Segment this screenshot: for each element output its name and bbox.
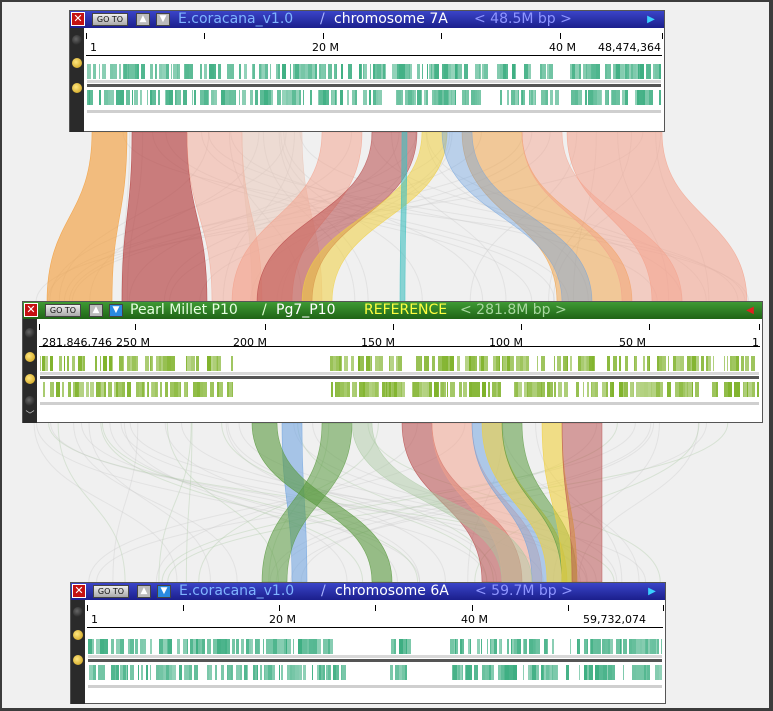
left-triangle-icon[interactable]: ◀: [746, 305, 754, 316]
ruler-label: 20 M: [269, 613, 296, 626]
move-down-icon[interactable]: ▼: [156, 13, 170, 26]
gene-track-top[interactable]: [87, 64, 661, 120]
close-icon[interactable]: ✕: [71, 12, 85, 26]
ruler-top: 1 20 M 40 M 48,474,364: [86, 33, 663, 56]
title-separator: /: [262, 302, 267, 318]
title-separator: /: [320, 11, 325, 27]
toggle-knob-icon[interactable]: [25, 396, 35, 406]
right-triangle-icon[interactable]: ▶: [648, 586, 656, 597]
chromosome-name[interactable]: chromosome 6A: [335, 583, 449, 599]
gene-track-bottom[interactable]: [88, 639, 662, 695]
chevron-down-icon[interactable]: ﹀: [25, 411, 35, 421]
genome-name[interactable]: E.coracana_v1.0: [178, 11, 294, 27]
move-down-icon[interactable]: ▼: [157, 585, 171, 598]
toggle-knob-icon[interactable]: [72, 35, 82, 45]
ruler-label: 250 M: [116, 336, 150, 349]
panel-top-side-controls: [70, 28, 84, 132]
ruler-label: 59,732,074: [583, 613, 646, 626]
toggle-knob-icon[interactable]: [25, 352, 35, 362]
ruler-middle: 281,846,746 250 M 200 M 150 M 100 M 50 M…: [39, 324, 760, 349]
panel-bottom-titlebar: ✕ GO TO ▲ ▼ E.coracana_v1.0 / chromosome…: [71, 583, 665, 600]
chromosome-size[interactable]: < 281.8M bp >: [460, 302, 567, 318]
ruler-label: 40 M: [461, 613, 488, 626]
toggle-knob-icon[interactable]: [72, 83, 82, 93]
chromosome-name[interactable]: chromosome 7A: [334, 11, 448, 27]
gene-track-middle[interactable]: [40, 356, 759, 412]
title-separator: /: [321, 583, 326, 599]
genome-name[interactable]: Pearl Millet P10: [130, 302, 238, 318]
ruler-label: 150 M: [361, 336, 395, 349]
right-triangle-icon[interactable]: ▶: [647, 14, 655, 25]
chromosome-name[interactable]: Pg7_P10: [276, 302, 336, 318]
panel-bottom-side-controls: [71, 600, 85, 704]
goto-button[interactable]: GO TO: [45, 304, 81, 317]
ruler-label: 1: [91, 613, 98, 626]
move-up-icon[interactable]: ▲: [137, 585, 151, 598]
ruler-label: 20 M: [312, 41, 339, 54]
toggle-knob-icon[interactable]: [25, 374, 35, 384]
panel-top-chromosome-7a: ✕ GO TO ▲ ▼ E.coracana_v1.0 / chromosome…: [69, 10, 665, 132]
reference-badge: REFERENCE: [364, 302, 448, 318]
toggle-knob-icon[interactable]: [25, 328, 35, 338]
chromosome-size[interactable]: < 48.5M bp >: [474, 11, 572, 27]
move-up-icon[interactable]: ▲: [89, 304, 103, 317]
ruler-label: 1: [90, 41, 97, 54]
panel-middle-reference: ✕ GO TO ▲ ▼ Pearl Millet P10 / Pg7_P10 R…: [22, 301, 763, 423]
close-icon[interactable]: ✕: [72, 584, 86, 598]
ruler-label: 50 M: [619, 336, 646, 349]
ruler-label: 40 M: [549, 41, 576, 54]
panel-bottom-chromosome-6a: ✕ GO TO ▲ ▼ E.coracana_v1.0 / chromosome…: [70, 582, 666, 704]
panel-middle-side-controls: ﹀: [23, 319, 37, 423]
chromosome-size[interactable]: < 59.7M bp >: [475, 583, 573, 599]
genome-name[interactable]: E.coracana_v1.0: [179, 583, 295, 599]
ruler-label: 1: [752, 336, 759, 349]
close-icon[interactable]: ✕: [24, 303, 38, 317]
toggle-knob-icon[interactable]: [73, 607, 83, 617]
ruler-label: 48,474,364: [598, 41, 661, 54]
ruler-label: 100 M: [489, 336, 523, 349]
toggle-knob-icon[interactable]: [73, 630, 83, 640]
ruler-label: 200 M: [233, 336, 267, 349]
toggle-knob-icon[interactable]: [72, 58, 82, 68]
move-down-icon[interactable]: ▼: [109, 304, 123, 317]
move-up-icon[interactable]: ▲: [136, 13, 150, 26]
goto-button[interactable]: GO TO: [93, 585, 129, 598]
toggle-knob-icon[interactable]: [73, 655, 83, 665]
ruler-bottom: 1 20 M 40 M 59,732,074: [87, 605, 664, 628]
goto-button[interactable]: GO TO: [92, 13, 128, 26]
panel-top-titlebar: ✕ GO TO ▲ ▼ E.coracana_v1.0 / chromosome…: [70, 11, 664, 28]
panel-middle-titlebar: ✕ GO TO ▲ ▼ Pearl Millet P10 / Pg7_P10 R…: [23, 302, 762, 319]
ruler-label: 281,846,746: [42, 336, 112, 349]
